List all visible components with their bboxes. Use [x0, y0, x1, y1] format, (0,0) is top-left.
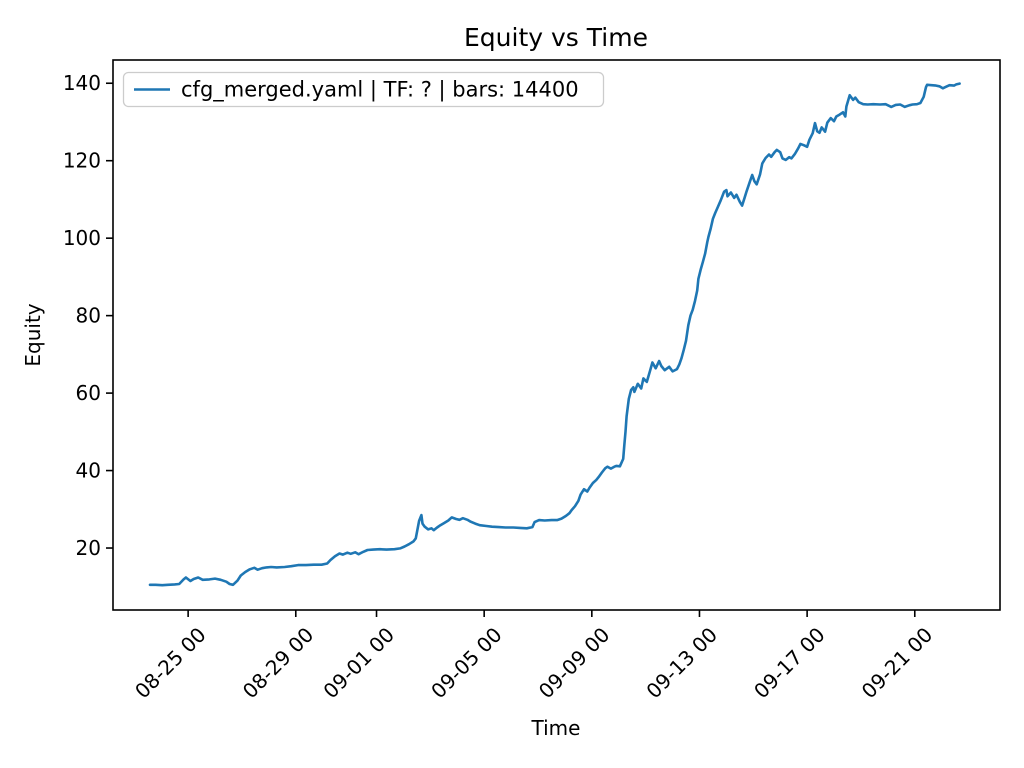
- x-tick-label: 08-29 00: [238, 623, 319, 704]
- y-tick-label: 60: [76, 381, 101, 405]
- y-tick-label: 140: [63, 71, 101, 95]
- chart-title: Equity vs Time: [464, 23, 648, 52]
- x-tick-label: 09-13 00: [641, 623, 722, 704]
- y-tick-label: 100: [63, 226, 101, 250]
- legend-box: [122, 71, 605, 108]
- x-tick-label: 08-25 00: [130, 623, 211, 704]
- plot-area: [113, 60, 1000, 610]
- y-tick-label: 40: [76, 459, 101, 483]
- x-tick-label: 09-09 00: [534, 623, 615, 704]
- x-axis-label: Time: [531, 716, 581, 740]
- axes-spines: [112, 59, 1001, 611]
- legend: cfg_merged.yaml | TF: ? | bars: 14400: [122, 71, 605, 108]
- x-tick-label: 09-01 00: [319, 623, 400, 704]
- x-tick-label: 09-17 00: [749, 623, 830, 704]
- x-tick-label: 09-21 00: [857, 623, 938, 704]
- legend-entry-label: cfg_merged.yaml | TF: ? | bars: 14400: [181, 78, 579, 103]
- y-tick-label: 20: [76, 536, 101, 560]
- equity-line-series: [148, 82, 961, 587]
- y-axis-label: Equity: [21, 303, 45, 366]
- y-tick-label: 80: [76, 304, 101, 328]
- x-tick-label: 09-05 00: [426, 623, 507, 704]
- y-tick-label: 120: [63, 149, 101, 173]
